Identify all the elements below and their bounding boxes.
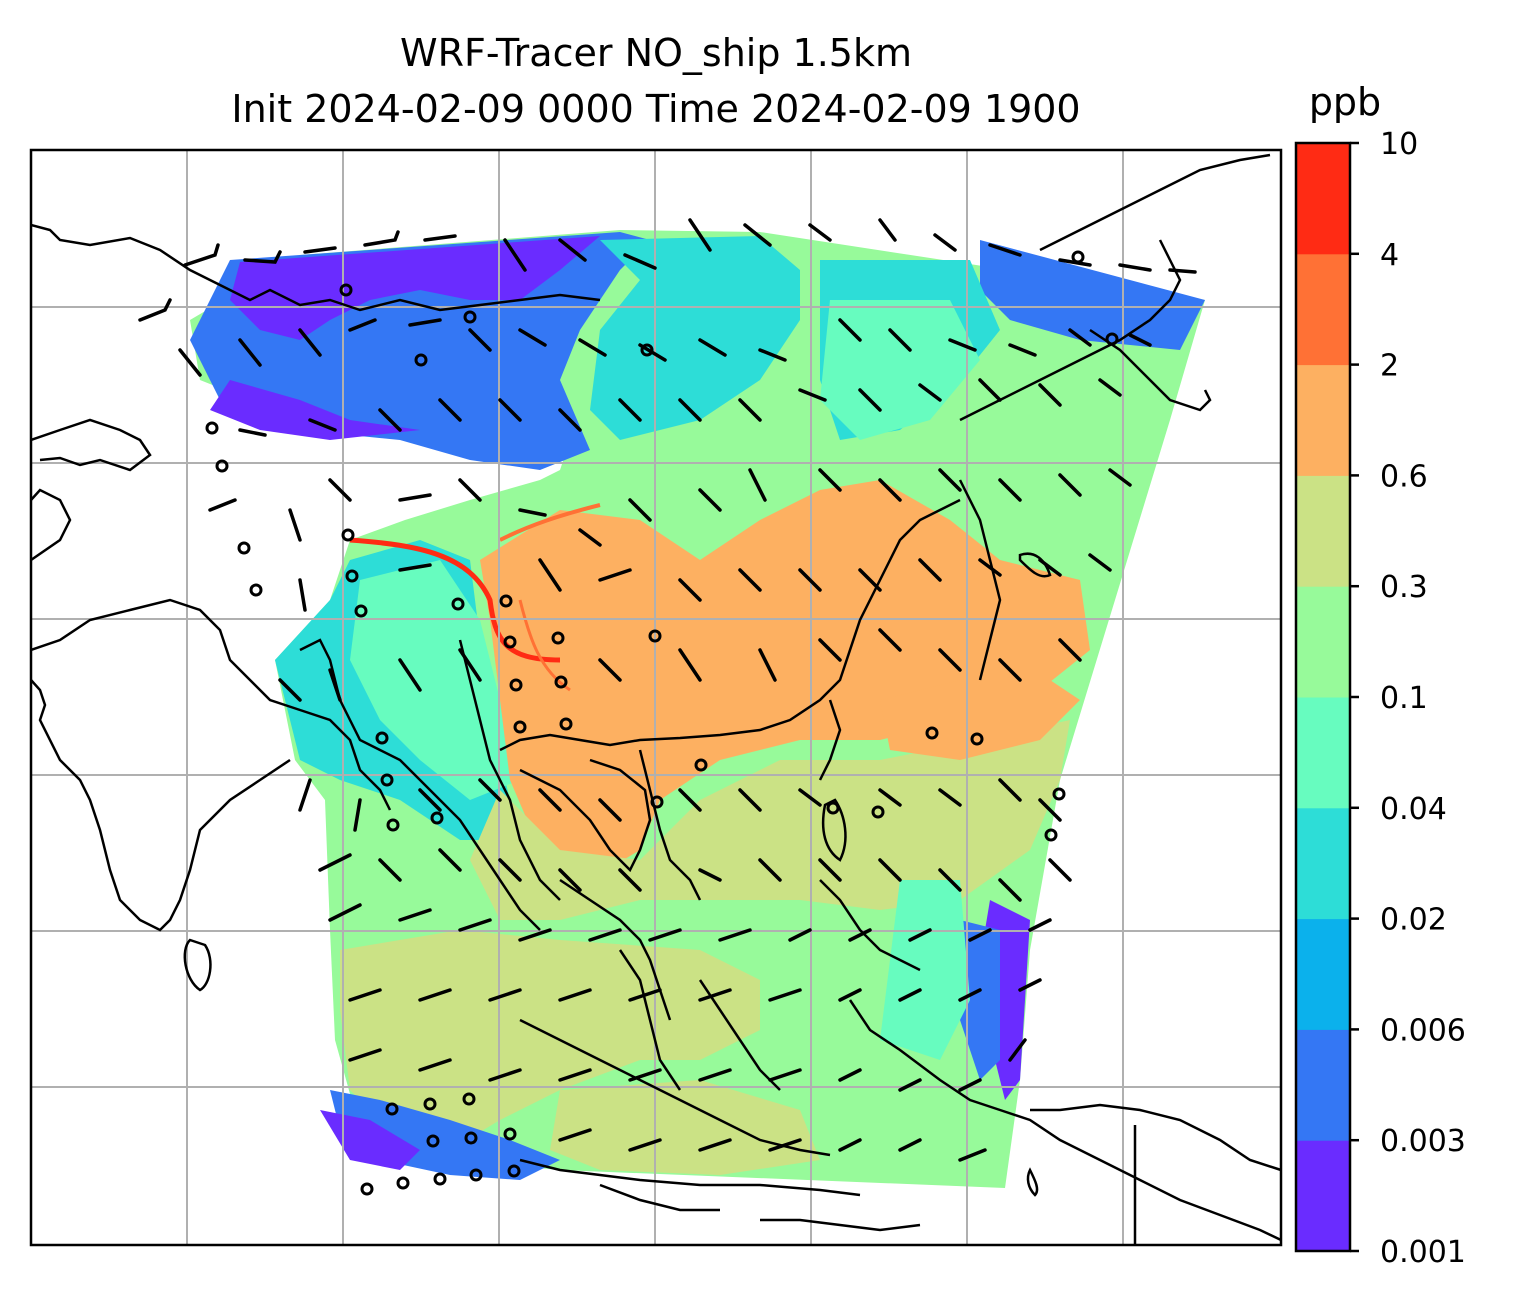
colorbar-segment (1296, 475, 1350, 587)
map-frame (29, 148, 1283, 1247)
east-blue-edge (960, 920, 1000, 1080)
northern-very-low-2 (210, 380, 420, 440)
colorbar-segment (1296, 697, 1350, 809)
wind-barbs (138, 218, 1197, 1162)
ship-track-red-2 (499, 503, 601, 542)
calm-wind-markers (205, 250, 1119, 1196)
colorbar-tick-label: 0.001 (1380, 1235, 1466, 1270)
colorbar-tick-label: 0.02 (1380, 903, 1447, 938)
colorbar-segment (1296, 364, 1350, 476)
colorbar-segment (1296, 918, 1350, 1030)
colorbar-tick-label: 0.006 (1380, 1013, 1466, 1048)
northeast-aqua (820, 300, 980, 440)
colorbar-tick-label: 4 (1380, 238, 1399, 273)
colorbar: 0.001 0.003 0.006 0.02 0.04 0.1 0.3 0.6 2 4 10 (1294, 127, 1466, 1270)
southern-olive-2 (550, 1080, 820, 1175)
colorbar-segment (1296, 143, 1350, 255)
northern-very-low (230, 236, 600, 340)
coastlines (31, 153, 1281, 1245)
eastern-orange (880, 680, 1080, 760)
colorbar-tick-label: 0.6 (1380, 459, 1428, 494)
map-axes-area (31, 150, 1281, 1245)
blue-cyan-patch (590, 236, 800, 440)
colorbar-tick-label: 0.04 (1380, 792, 1447, 827)
colorbar-segment (1296, 807, 1350, 920)
colorbar-unit-label: ppb (1308, 80, 1382, 124)
south-purple (320, 1110, 420, 1170)
colorbar-tick-label: 0.1 (1380, 681, 1428, 716)
colorbar-tick-label: 0.003 (1380, 1124, 1466, 1159)
colorbar-segment (1296, 1029, 1350, 1141)
east-aqua (880, 880, 970, 1060)
colorbar-segment (1296, 1140, 1350, 1252)
ship-track-red-3 (518, 599, 571, 692)
colorbar-tick-label: 10 (1380, 127, 1418, 162)
north-east-blue (980, 240, 1205, 350)
colorbar-segment (1296, 586, 1350, 698)
map-gridlines (31, 150, 1281, 1245)
chart-title-line-2: Init 2024-02-09 0000 Time 2024-02-09 190… (231, 87, 1081, 131)
chart-title-line-1: WRF-Tracer NO_ship 1.5km (400, 31, 912, 75)
colorbar-tick-label: 2 (1380, 349, 1399, 384)
colorbar-tick-label: 0.3 (1380, 570, 1428, 605)
colorbar-segment (1296, 253, 1350, 366)
ship-track-red-1 (349, 537, 561, 663)
